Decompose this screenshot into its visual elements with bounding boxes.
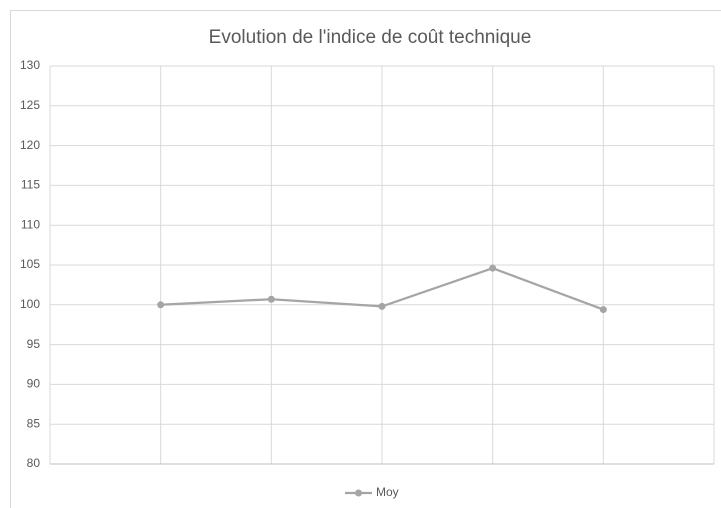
- y-tick-label: 80: [27, 456, 41, 470]
- y-tick-label: 85: [27, 416, 41, 430]
- chart-area: [10, 10, 721, 508]
- chart-title: Evolution de l'indice de coût technique: [209, 27, 532, 48]
- point: [378, 302, 386, 310]
- legend-marker: [355, 489, 362, 497]
- y-tick-label: 110: [21, 217, 40, 231]
- point: [157, 301, 165, 309]
- y-tick-label: 90: [27, 377, 41, 391]
- y-tick-label: 95: [27, 337, 41, 351]
- point: [489, 264, 497, 272]
- y-tick-label: 125: [20, 98, 40, 112]
- y-tick-label: 130: [20, 58, 40, 72]
- y-tick-label: 115: [21, 178, 40, 192]
- y-tick-label: 100: [20, 297, 40, 311]
- point: [599, 306, 607, 314]
- y-tick-label: 120: [20, 138, 40, 152]
- legend-label: Moy: [376, 485, 399, 499]
- y-tick-label: 105: [20, 257, 40, 271]
- point: [267, 295, 275, 303]
